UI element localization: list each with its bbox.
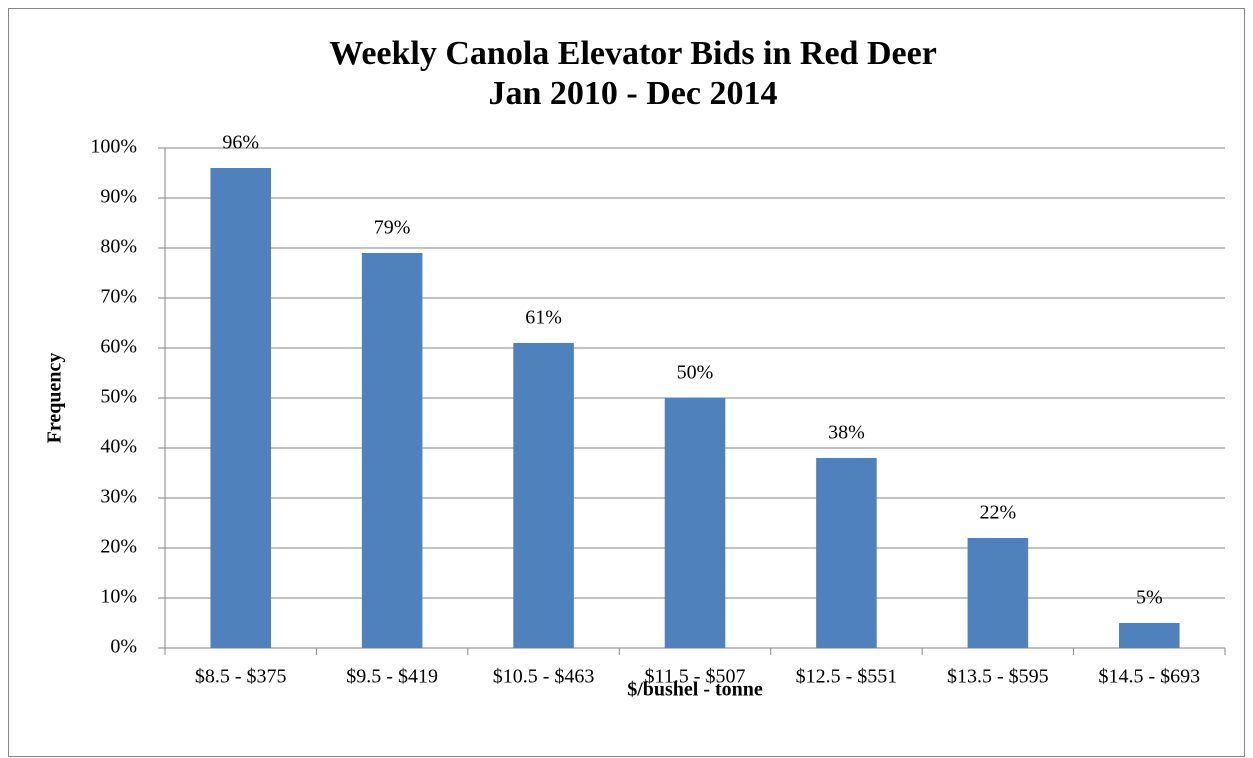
chart-title: Weekly Canola Elevator Bids in Red Deer	[329, 35, 937, 72]
y-tick-label: 10%	[100, 586, 137, 608]
data-label: 61%	[525, 307, 562, 329]
x-tick-label: $13.5 - $595	[947, 666, 1049, 688]
bar	[1119, 623, 1180, 648]
y-tick-label: 60%	[100, 336, 137, 358]
data-label: 5%	[1136, 587, 1163, 609]
x-tick-label: $12.5 - $551	[796, 666, 898, 688]
bar	[210, 168, 271, 648]
y-tick-label: 80%	[100, 236, 137, 258]
y-tick-label: 40%	[100, 436, 137, 458]
y-tick-label: 30%	[100, 486, 137, 508]
chart-frame	[8, 8, 1245, 757]
data-label: 38%	[828, 422, 865, 444]
x-tick-label: $9.5 - $419	[346, 666, 438, 688]
y-axis-label: Frequency	[44, 353, 66, 444]
bar	[513, 343, 574, 648]
x-tick-label: $14.5 - $693	[1098, 666, 1200, 688]
bar	[816, 458, 877, 648]
data-label: 50%	[677, 362, 714, 384]
x-tick-label: $11.5 - $507	[645, 666, 746, 688]
y-tick-label: 90%	[100, 186, 137, 208]
y-tick-label: 20%	[100, 536, 137, 558]
y-tick-label: 70%	[100, 286, 137, 308]
bar	[967, 538, 1029, 648]
data-label: 79%	[374, 217, 411, 239]
data-label: 96%	[222, 132, 259, 154]
y-tick-label: 100%	[90, 136, 137, 158]
data-label: 22%	[980, 502, 1017, 524]
bar	[361, 253, 423, 648]
x-axis-label: $/bushel - tonne	[627, 679, 763, 701]
bar	[664, 398, 726, 648]
x-tick-label: $10.5 - $463	[493, 666, 595, 688]
chart-subtitle: Jan 2010 - Dec 2014	[489, 75, 778, 112]
y-tick-label: 50%	[100, 386, 137, 408]
y-tick-label: 0%	[110, 636, 137, 658]
x-tick-label: $8.5 - $375	[195, 666, 287, 688]
